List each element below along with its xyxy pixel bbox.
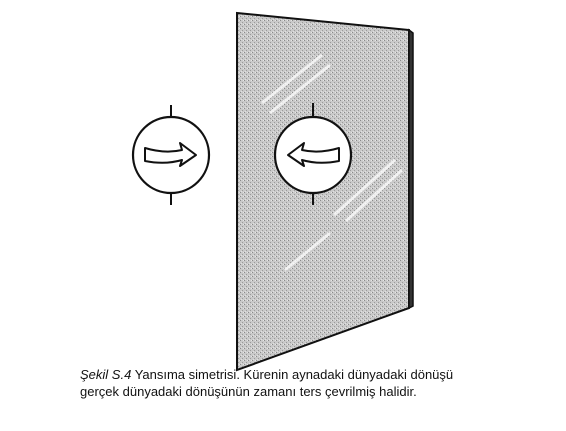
right-arrow-icon (144, 142, 197, 167)
left-arrow-icon (287, 142, 340, 167)
caption-text-2: gerçek dünyadaki dönüşünün zamanı ters ç… (80, 384, 417, 399)
figure-label: Şekil S.4 (80, 367, 132, 382)
caption-text-1: Yansıma simetrisi. Kürenin aynadaki düny… (134, 367, 454, 382)
mirror-edge (408, 28, 414, 310)
caption-line-1: Şekil S.4 Yansıma simetrisi. Kürenin ayn… (80, 366, 550, 383)
figure-caption: Şekil S.4 Yansıma simetrisi. Kürenin ayn… (80, 366, 550, 400)
mirror-glare (261, 53, 404, 272)
real-sphere (131, 105, 211, 205)
reflected-sphere (273, 103, 353, 205)
